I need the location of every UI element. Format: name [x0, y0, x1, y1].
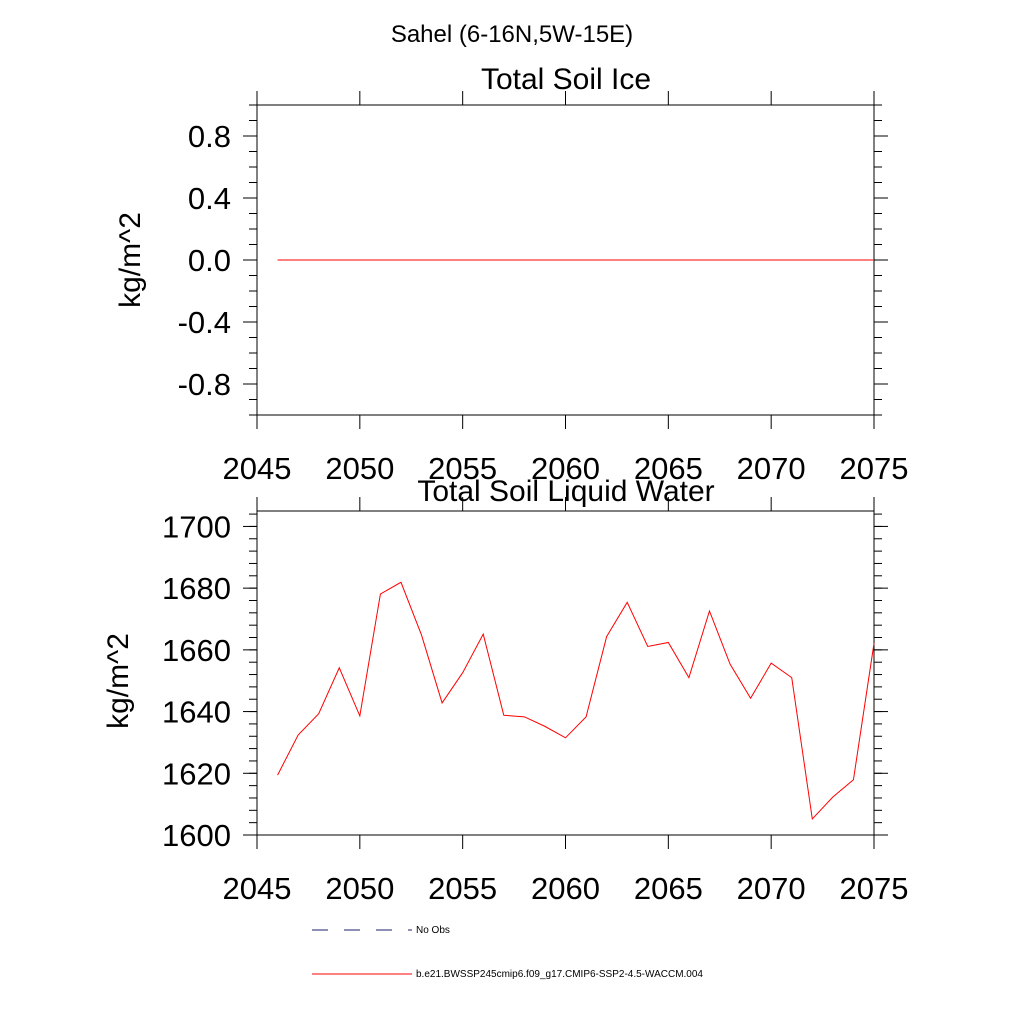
x-tick-label: 2060 [531, 451, 600, 486]
x-tick-label: 2045 [223, 871, 292, 906]
x-tick-label: 2050 [325, 451, 394, 486]
series-line-soil-liquid-water [277, 581, 875, 821]
x-tick-label: 2070 [737, 451, 806, 486]
y-tick-label: -0.8 [178, 367, 231, 402]
x-tick-label: 2050 [325, 871, 394, 906]
y-tick-label: 1680 [162, 571, 231, 606]
y-axis-label: kg/m^2 [114, 212, 147, 308]
legend: No Obs b.e21.BWSSP245cmip6.f09_g17.CMIP6… [312, 925, 703, 980]
legend-label-no-obs: No Obs [416, 925, 450, 936]
y-tick-label: 0.4 [188, 181, 231, 216]
y-tick-labels: 0.8 0.4 0.0 -0.4 -0.8 [178, 119, 231, 402]
x-tick-labels: 2045 2050 2055 2060 2065 2070 2075 [223, 451, 909, 486]
x-tick-label: 2075 [840, 451, 909, 486]
y-tick-labels: 1700 1680 1660 1640 1620 1600 [162, 509, 231, 853]
x-tick-label: 2060 [531, 871, 600, 906]
y-tick-label: -0.4 [178, 305, 231, 340]
y-tick-label: 0.0 [188, 243, 231, 278]
plot-frame [256, 510, 875, 836]
y-tick-label: 0.8 [188, 119, 231, 154]
x-tick-label: 2065 [634, 871, 703, 906]
panel-total-soil-ice: Total Soil Ice kg/m^2 0.80.40.0-0.4-0.8 … [114, 63, 908, 486]
figure-suptitle: Sahel (6-16N,5W-15E) [391, 21, 633, 48]
y-tick-label: 1600 [162, 818, 231, 853]
y-tick-label: 1660 [162, 633, 231, 668]
tick-marks [243, 497, 888, 849]
x-tick-label: 2045 [223, 451, 292, 486]
y-tick-label: 1700 [162, 509, 231, 544]
x-tick-label: 2055 [428, 871, 497, 906]
x-tick-labels: 2045 2050 2055 2060 2065 2070 2075 [223, 871, 909, 906]
y-axis-label: kg/m^2 [102, 633, 135, 729]
x-tick-label: 2075 [840, 871, 909, 906]
x-tick-label: 2055 [428, 451, 497, 486]
tick-marks [243, 91, 888, 429]
y-tick-label: 1640 [162, 695, 231, 730]
panel-title: Total Soil Ice [481, 63, 651, 96]
y-tick-label: 1620 [162, 756, 231, 791]
panel-total-soil-liquid-water: Total Soil Liquid Water kg/m^2 170016801… [102, 475, 908, 906]
x-tick-label: 2065 [634, 451, 703, 486]
x-tick-label: 2070 [737, 871, 806, 906]
legend-label-model: b.e21.BWSSP245cmip6.f09_g17.CMIP6-SSP2-4… [416, 969, 703, 980]
